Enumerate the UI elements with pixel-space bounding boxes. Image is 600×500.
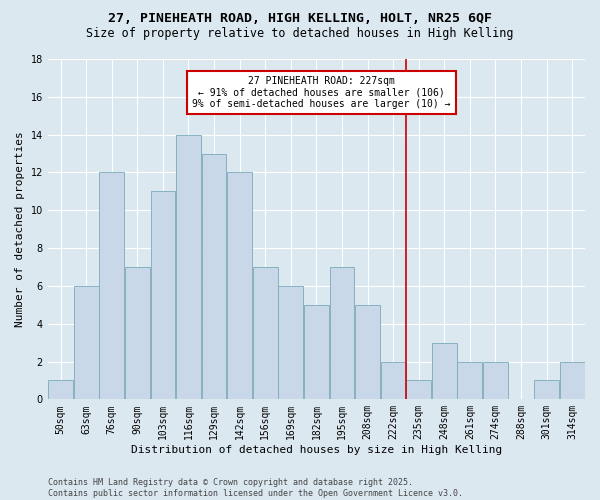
Bar xyxy=(560,362,584,400)
Text: 27, PINEHEATH ROAD, HIGH KELLING, HOLT, NR25 6QF: 27, PINEHEATH ROAD, HIGH KELLING, HOLT, … xyxy=(108,12,492,26)
Bar xyxy=(176,134,201,400)
Bar xyxy=(202,154,226,400)
Y-axis label: Number of detached properties: Number of detached properties xyxy=(15,132,25,327)
Bar xyxy=(253,267,278,400)
Bar xyxy=(74,286,98,400)
Bar xyxy=(483,362,508,400)
Text: 27 PINEHEATH ROAD: 227sqm
← 91% of detached houses are smaller (106)
9% of semi-: 27 PINEHEATH ROAD: 227sqm ← 91% of detac… xyxy=(192,76,451,109)
Bar xyxy=(381,362,406,400)
Bar xyxy=(406,380,431,400)
Bar xyxy=(457,362,482,400)
Bar xyxy=(100,172,124,400)
Bar xyxy=(125,267,150,400)
Text: Contains HM Land Registry data © Crown copyright and database right 2025.
Contai: Contains HM Land Registry data © Crown c… xyxy=(48,478,463,498)
Bar xyxy=(304,305,329,400)
X-axis label: Distribution of detached houses by size in High Kelling: Distribution of detached houses by size … xyxy=(131,445,502,455)
Bar xyxy=(48,380,73,400)
Bar xyxy=(278,286,303,400)
Bar xyxy=(329,267,355,400)
Bar xyxy=(227,172,252,400)
Bar xyxy=(151,192,175,400)
Bar xyxy=(355,305,380,400)
Bar xyxy=(432,342,457,400)
Text: Size of property relative to detached houses in High Kelling: Size of property relative to detached ho… xyxy=(86,28,514,40)
Bar xyxy=(534,380,559,400)
